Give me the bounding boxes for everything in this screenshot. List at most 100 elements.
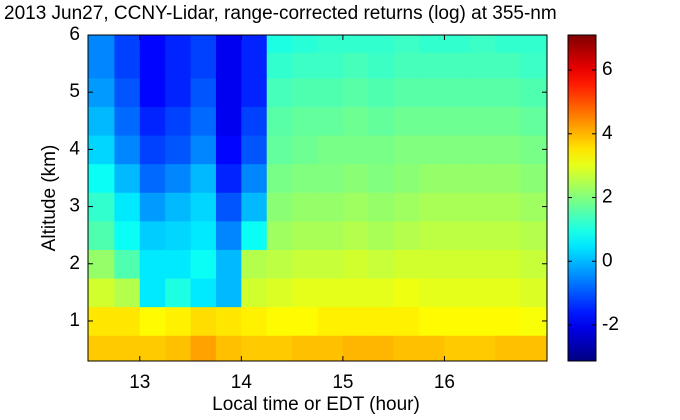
heatmap-cell (317, 135, 344, 165)
heatmap-cell (88, 278, 115, 308)
heatmap-cell (165, 249, 192, 279)
colorbar-tick-label: -2 (602, 314, 619, 335)
heatmap-cell (419, 52, 445, 79)
heatmap-cell (368, 163, 395, 193)
heatmap-cell (495, 278, 522, 308)
heatmap-cell (190, 52, 217, 79)
heatmap-cell (469, 278, 496, 308)
heatmap-cell (317, 249, 344, 279)
heatmap-cell (393, 52, 420, 79)
heatmap-cell (317, 77, 344, 107)
heatmap-cell (495, 77, 522, 107)
heatmap-cell (241, 106, 268, 136)
heatmap-cell (241, 163, 268, 193)
heatmap-cell (520, 106, 548, 136)
heatmap-cell (393, 106, 420, 136)
heatmap-cell (165, 335, 192, 362)
heatmap-cell (190, 220, 217, 250)
heatmap-cell (520, 163, 548, 193)
heatmap-cell (190, 135, 217, 165)
heatmap-cell (190, 77, 217, 107)
heatmap-cell (139, 35, 166, 53)
heatmap-cell (266, 35, 293, 53)
heatmap-cell (342, 335, 369, 362)
heatmap-cell (469, 335, 496, 362)
heatmap-cell (88, 220, 115, 250)
heatmap-cell (393, 220, 420, 250)
heatmap-cell (139, 249, 166, 279)
heatmap-cell (215, 77, 242, 107)
y-axis-label: Altitude (km) (39, 145, 60, 252)
y-tick-label: 3 (69, 196, 80, 217)
heatmap-cell (368, 52, 395, 79)
heatmap-cell (266, 220, 293, 250)
heatmap-cell (139, 52, 166, 79)
heatmap-cell (368, 220, 395, 250)
heatmap-cell (190, 106, 217, 136)
heatmap-cell (292, 306, 318, 336)
heatmap-cell (139, 77, 166, 107)
heatmap-cell (114, 77, 141, 107)
heatmap-cell (469, 220, 496, 250)
heatmap-cell (419, 163, 445, 193)
heatmap-cell (469, 35, 496, 53)
colorbar-tick-label: 0 (602, 250, 613, 271)
heatmap-cell (88, 106, 115, 136)
heatmap-cell (317, 278, 344, 308)
heatmap-cell (444, 163, 471, 193)
heatmap-cell (165, 163, 192, 193)
heatmap-cell (444, 192, 471, 222)
heatmap-cell (139, 135, 166, 165)
heatmap-cell (215, 52, 242, 79)
heatmap-cell (495, 35, 522, 53)
heatmap-cell (495, 220, 522, 250)
heatmap-cell (495, 135, 522, 165)
heatmap-cell (88, 335, 115, 362)
heatmap-cell (393, 77, 420, 107)
heatmap-cell (266, 335, 293, 362)
heatmap-cell (292, 106, 318, 136)
heatmap-cell (215, 192, 242, 222)
heatmap-cell (317, 106, 344, 136)
heatmap-cell (342, 192, 369, 222)
heatmap-cell (520, 335, 548, 362)
heatmap-cell (317, 163, 344, 193)
heatmap-cell (469, 192, 496, 222)
heatmap-cell (444, 278, 471, 308)
heatmap-cell (495, 163, 522, 193)
y-tick-label: 5 (69, 81, 80, 102)
heatmap-cell (419, 35, 445, 53)
heatmap-cell (444, 249, 471, 279)
heatmap-cell (114, 135, 141, 165)
heatmap-cell (190, 35, 217, 53)
heatmap-cell (419, 278, 445, 308)
heatmap-cell (139, 278, 166, 308)
heatmap-cell (444, 106, 471, 136)
heatmap-cell (190, 306, 217, 336)
heatmap-cell (469, 52, 496, 79)
heatmap-cell (114, 106, 141, 136)
heatmap-cell (368, 77, 395, 107)
heatmap-cell (393, 35, 420, 53)
heatmap-cell (393, 192, 420, 222)
heatmap-cell (266, 192, 293, 222)
heatmap-cell (520, 35, 548, 53)
heatmap-cell (469, 306, 496, 336)
heatmap-cell (495, 335, 522, 362)
colorbar-tick-label: 2 (602, 187, 613, 208)
heatmap-cell (393, 278, 420, 308)
heatmap-cell (139, 335, 166, 362)
heatmap-cell (241, 77, 268, 107)
colorbar-tick-label: 6 (602, 59, 613, 80)
y-tick-label: 1 (69, 310, 80, 331)
heatmap-cell (190, 335, 217, 362)
heatmap-cell (190, 192, 217, 222)
heatmap-cell (495, 192, 522, 222)
heatmap-cell (419, 306, 445, 336)
heatmap-cell (165, 52, 192, 79)
heatmap-cell (317, 220, 344, 250)
heatmap-cell (469, 77, 496, 107)
heatmap-cell (292, 52, 318, 79)
heatmap-cell (444, 220, 471, 250)
heatmap-cell (139, 163, 166, 193)
